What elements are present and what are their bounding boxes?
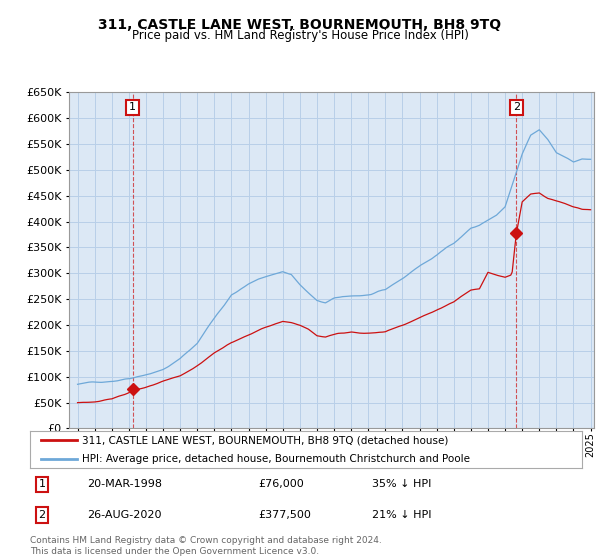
Text: 35% ↓ HPI: 35% ↓ HPI [372, 479, 431, 489]
Text: 2: 2 [38, 510, 46, 520]
Text: 21% ↓ HPI: 21% ↓ HPI [372, 510, 431, 520]
Text: Contains HM Land Registry data © Crown copyright and database right 2024.
This d: Contains HM Land Registry data © Crown c… [30, 536, 382, 556]
Text: £76,000: £76,000 [258, 479, 304, 489]
Text: 311, CASTLE LANE WEST, BOURNEMOUTH, BH8 9TQ (detached house): 311, CASTLE LANE WEST, BOURNEMOUTH, BH8 … [82, 435, 449, 445]
Text: 311, CASTLE LANE WEST, BOURNEMOUTH, BH8 9TQ: 311, CASTLE LANE WEST, BOURNEMOUTH, BH8 … [98, 18, 502, 32]
Text: 26-AUG-2020: 26-AUG-2020 [87, 510, 161, 520]
Text: Price paid vs. HM Land Registry's House Price Index (HPI): Price paid vs. HM Land Registry's House … [131, 29, 469, 42]
Text: HPI: Average price, detached house, Bournemouth Christchurch and Poole: HPI: Average price, detached house, Bour… [82, 454, 470, 464]
Text: 20-MAR-1998: 20-MAR-1998 [87, 479, 162, 489]
Text: 2: 2 [512, 102, 520, 113]
Text: 1: 1 [38, 479, 46, 489]
Text: 1: 1 [129, 102, 136, 113]
Text: £377,500: £377,500 [258, 510, 311, 520]
